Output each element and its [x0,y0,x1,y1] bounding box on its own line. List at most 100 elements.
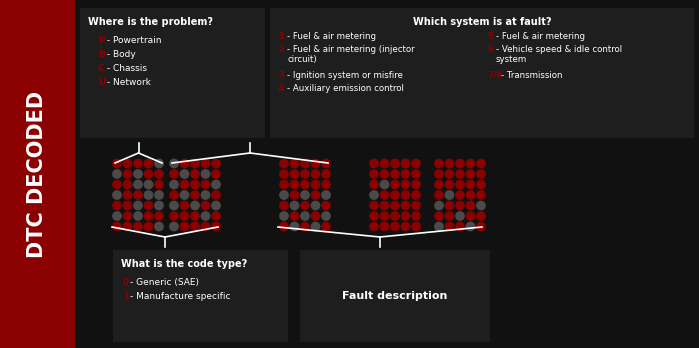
Text: U: U [98,78,106,87]
Circle shape [201,191,210,199]
Circle shape [466,212,475,220]
Circle shape [322,222,330,231]
Circle shape [456,170,464,178]
Circle shape [370,180,378,189]
Circle shape [435,222,443,231]
Circle shape [123,191,131,199]
Circle shape [144,191,152,199]
Circle shape [113,180,121,189]
Circle shape [154,212,163,220]
Circle shape [154,222,163,231]
Circle shape [154,191,163,199]
Circle shape [134,170,142,178]
Text: 1: 1 [123,292,129,301]
Circle shape [170,159,178,168]
Circle shape [144,159,152,168]
Circle shape [134,191,142,199]
Circle shape [435,170,443,178]
Circle shape [212,191,220,199]
Text: - Fuel & air metering: - Fuel & air metering [287,32,376,41]
Circle shape [212,180,220,189]
Circle shape [170,191,178,199]
Circle shape [311,201,319,210]
Circle shape [144,180,152,189]
Text: - Powertrain: - Powertrain [104,36,161,45]
Circle shape [466,159,475,168]
Circle shape [401,180,410,189]
Circle shape [191,222,199,231]
Circle shape [290,222,298,231]
Circle shape [456,212,464,220]
Circle shape [123,180,131,189]
Text: C: C [98,64,105,73]
Circle shape [435,212,443,220]
Circle shape [144,170,152,178]
Circle shape [380,191,389,199]
Circle shape [170,201,178,210]
Circle shape [466,180,475,189]
Circle shape [201,212,210,220]
Text: - Chassis: - Chassis [104,64,147,73]
Text: 5: 5 [487,32,493,41]
Circle shape [301,212,309,220]
Circle shape [412,180,420,189]
Text: - Fuel & air metering: - Fuel & air metering [496,32,585,41]
Circle shape [401,159,410,168]
Circle shape [170,212,178,220]
Circle shape [134,201,142,210]
Circle shape [445,212,454,220]
Circle shape [322,159,330,168]
Circle shape [456,201,464,210]
Circle shape [311,180,319,189]
Circle shape [322,212,330,220]
Circle shape [170,222,178,231]
Circle shape [290,201,298,210]
Circle shape [113,170,121,178]
Circle shape [466,170,475,178]
Circle shape [154,159,163,168]
Circle shape [191,191,199,199]
Circle shape [201,159,210,168]
Circle shape [370,222,378,231]
Circle shape [201,170,210,178]
Circle shape [290,170,298,178]
Circle shape [144,222,152,231]
Circle shape [191,180,199,189]
Circle shape [123,170,131,178]
Circle shape [290,212,298,220]
Text: 2: 2 [278,45,284,54]
Text: Which system is at fault?: Which system is at fault? [412,17,552,27]
Circle shape [322,201,330,210]
Circle shape [290,159,298,168]
Text: - Generic (SAE): - Generic (SAE) [130,278,199,287]
Circle shape [154,170,163,178]
Text: 0: 0 [123,278,129,287]
Circle shape [212,222,220,231]
Text: - Ignition system or misfire: - Ignition system or misfire [287,71,403,80]
Circle shape [180,170,189,178]
Circle shape [113,212,121,220]
Circle shape [280,180,288,189]
Circle shape [113,222,121,231]
Circle shape [180,180,189,189]
Circle shape [370,159,378,168]
Circle shape [370,201,378,210]
Circle shape [391,201,399,210]
Circle shape [445,159,454,168]
Circle shape [322,180,330,189]
Circle shape [180,159,189,168]
Circle shape [134,212,142,220]
Circle shape [412,191,420,199]
Circle shape [391,170,399,178]
Circle shape [435,191,443,199]
Circle shape [123,201,131,210]
Circle shape [477,222,485,231]
Text: - Manufacture specific: - Manufacture specific [130,292,231,301]
Circle shape [412,201,420,210]
Circle shape [401,191,410,199]
FancyBboxPatch shape [113,250,288,342]
Circle shape [456,180,464,189]
Text: - Network: - Network [104,78,151,87]
Circle shape [301,170,309,178]
Circle shape [191,159,199,168]
